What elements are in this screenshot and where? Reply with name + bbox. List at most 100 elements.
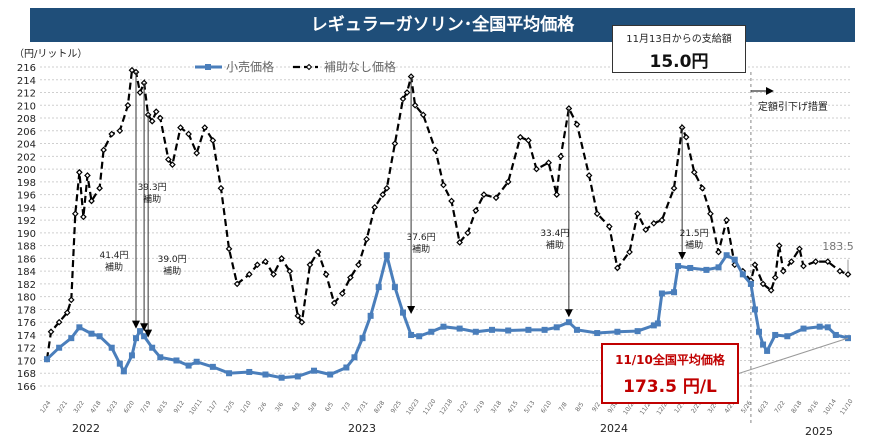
unsubsidized-price-line: [45, 68, 849, 360]
unsubsidized-price-point: [379, 191, 387, 198]
retail-price-point: [614, 328, 621, 335]
unsubsidized-price-point: [169, 161, 176, 168]
retail-price-point: [440, 323, 447, 330]
unsubsidized-price-point: [419, 111, 427, 119]
y-tick-label: 190: [17, 229, 36, 240]
unsubsidized-price-point: [593, 210, 601, 218]
unsubsidized-price-point: [294, 312, 302, 320]
y-axis-label: （円/リットル）: [14, 49, 88, 60]
x-tick-label: 2/6: [257, 401, 268, 413]
unsubsidized-price-point: [306, 261, 314, 269]
retail-price-point: [751, 306, 758, 313]
y-tick-label: 196: [17, 191, 36, 202]
unsubsidized-price-point: [314, 248, 322, 256]
subsidy-label: 39.3円: [138, 182, 167, 193]
unsubsidized-price-point: [96, 184, 103, 192]
year-label: 2025: [805, 425, 833, 438]
unsubsidized-price-point: [108, 130, 116, 138]
y-tick-label: 172: [17, 344, 36, 355]
retail-price-point: [573, 326, 580, 333]
retail-price-point: [327, 371, 334, 378]
unsubsidized-price-point: [254, 261, 261, 269]
unsubsidized-price-point: [152, 108, 160, 116]
unsubsidized-price-point: [658, 216, 666, 224]
retail-price-point: [634, 328, 641, 335]
unsubsidized-price-point: [836, 267, 844, 275]
unsubsidized-price-point: [403, 89, 411, 96]
x-tick-label: 12/5: [223, 399, 237, 414]
y-tick-label: 166: [17, 382, 36, 393]
x-tick-label: 9/25: [389, 399, 403, 414]
year-label: 2022: [72, 422, 100, 435]
y-tick-label: 210: [17, 101, 36, 112]
unsubsidized-price-point: [88, 197, 95, 205]
x-tick-label: 4/3: [290, 401, 301, 413]
unsubsidized-price-point: [128, 66, 136, 74]
retail-price-point: [824, 324, 831, 331]
retail-price-point: [723, 252, 730, 259]
unsubsidized-price-point: [411, 101, 419, 109]
x-tick-label: 10/11: [188, 398, 204, 416]
unsubsidized-price-point: [812, 258, 819, 265]
y-tick-label: 208: [17, 114, 36, 125]
retail-price-point: [383, 252, 390, 259]
unsubsidized-price-point: [553, 191, 561, 198]
retail-price-point: [784, 333, 791, 340]
retail-price-point: [44, 356, 50, 363]
unsubsidized-price-point: [124, 101, 132, 109]
unsubsidized-price-point: [626, 248, 633, 256]
unsubsidized-price-point: [84, 172, 91, 179]
x-tick-label: 9/2: [591, 401, 602, 413]
retail-price-point: [108, 344, 115, 351]
x-tick-label: 6/23: [757, 399, 771, 414]
retail-price-point: [715, 264, 722, 271]
subsidy-label: 33.4円: [540, 228, 569, 239]
retail-price-point: [157, 354, 164, 361]
unsubsidized-price-point: [399, 95, 407, 103]
retail-price-point: [594, 330, 601, 337]
retail-price-point: [428, 328, 435, 335]
retail-price-point: [120, 368, 127, 375]
retail-price-point: [173, 357, 180, 364]
unsubsidized-price-point: [800, 262, 807, 270]
unsubsidized-price-point: [525, 137, 532, 144]
subsidy-amount-value: 15.0円: [649, 52, 709, 72]
unsubsidized-price-point: [347, 274, 354, 281]
y-tick-label: 192: [17, 216, 36, 227]
retail-price-point: [226, 370, 233, 377]
y-tick-label: 202: [17, 152, 36, 163]
unsubsidized-price-point: [723, 216, 730, 224]
retail-price-point: [747, 280, 754, 287]
retail-price-point: [541, 326, 548, 333]
subsidy-label: 21.5円: [680, 228, 709, 239]
unsubsidized-price-point: [330, 299, 338, 307]
unsubsidized-price-point: [322, 271, 330, 278]
unsubsidized-price-point: [177, 124, 184, 131]
unsubsidized-price-point: [47, 328, 55, 336]
y-tick-label: 184: [17, 267, 36, 278]
x-tick-label: 6/5: [324, 401, 335, 413]
retail-price-point: [654, 320, 661, 327]
unsubsidized-price-point: [480, 191, 488, 198]
unsubsidized-price-point: [156, 114, 164, 122]
subsidy-label: 37.6円: [407, 232, 436, 243]
retail-price-point: [489, 326, 495, 333]
unsubsidized-price-point: [824, 258, 832, 265]
y-tick-label: 212: [17, 89, 36, 100]
x-tick-label: 5/26: [740, 399, 754, 414]
subsidy-label: 補助: [546, 239, 564, 251]
last-value-label: 183.5: [822, 240, 854, 253]
retail-price-point: [400, 309, 406, 316]
retail-price-point: [294, 373, 301, 380]
unsubsidized-price-point: [270, 271, 277, 278]
y-tick-label: 188: [17, 242, 36, 253]
retail-price-point: [262, 371, 269, 378]
retail-price-point: [472, 328, 479, 335]
retail-price-point: [96, 333, 103, 340]
x-tick-label: 12/18: [438, 398, 454, 416]
unsubsidized-price-point: [262, 258, 269, 265]
retail-price-point: [739, 271, 746, 278]
current-price-value: 173.5 円/L: [623, 377, 717, 397]
retail-price-point: [703, 266, 710, 273]
y-tick-label: 194: [17, 203, 36, 214]
